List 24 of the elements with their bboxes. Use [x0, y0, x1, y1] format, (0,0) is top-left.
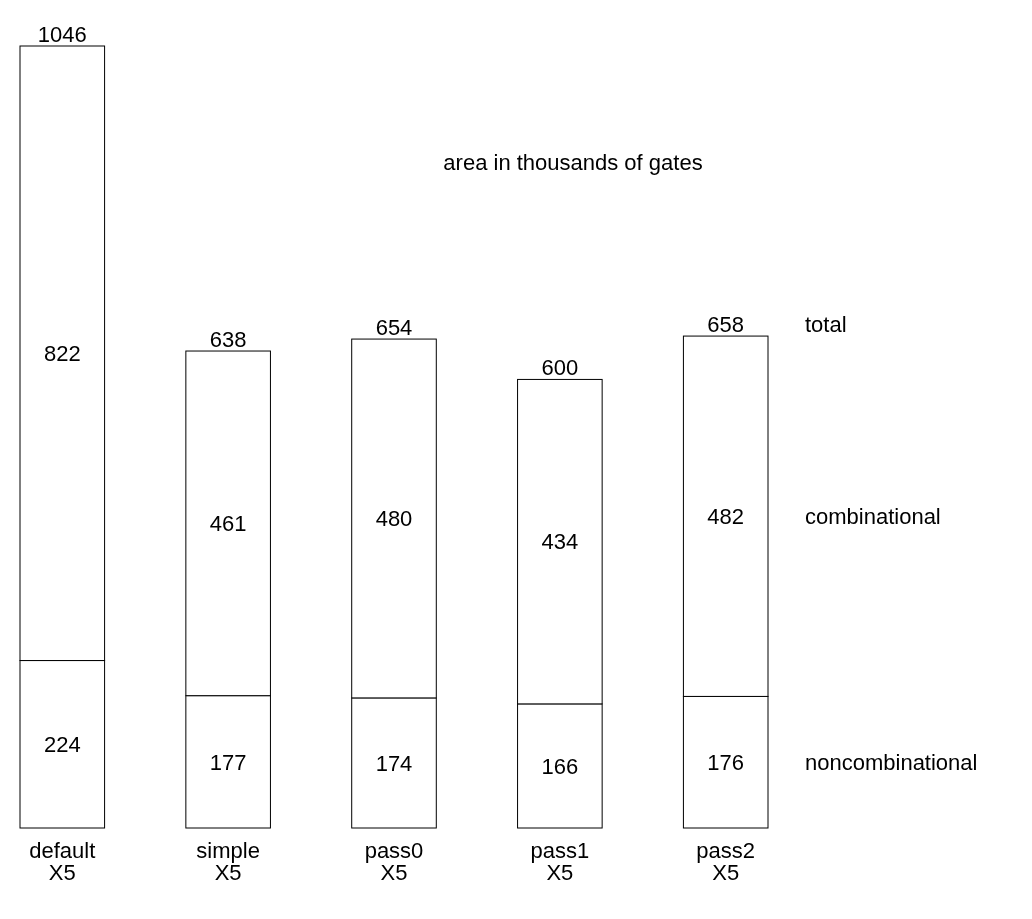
total-label: 638: [209, 327, 247, 353]
data-label: 434: [541, 529, 579, 555]
data-label: 822: [43, 340, 81, 366]
data-label: 461: [209, 511, 247, 537]
series-label: combinational: [805, 503, 941, 529]
data-label: 174: [375, 750, 413, 776]
series-label: noncombinational: [805, 749, 978, 775]
total-label: 1046: [37, 22, 87, 47]
data-label: 176: [707, 749, 745, 775]
data-label: 177: [209, 749, 247, 775]
x-tick-label: pass1 X5: [530, 838, 590, 885]
annotation: total: [805, 312, 847, 338]
data-label: 224: [43, 731, 81, 757]
text: area in thousands of gates: [443, 150, 703, 175]
total-label: 600: [541, 355, 579, 381]
total-label: 654: [375, 315, 413, 341]
total-label: 658: [707, 312, 745, 338]
x-tick-label: pass0 X5: [364, 838, 424, 885]
data-label: 482: [707, 503, 745, 529]
x-tick-label: pass2 X5: [696, 838, 756, 885]
data-label: 166: [541, 753, 579, 779]
data-label: 480: [375, 506, 413, 532]
x-tick-label: simple X5: [196, 838, 260, 885]
x-tick-label: default X5: [29, 838, 96, 885]
